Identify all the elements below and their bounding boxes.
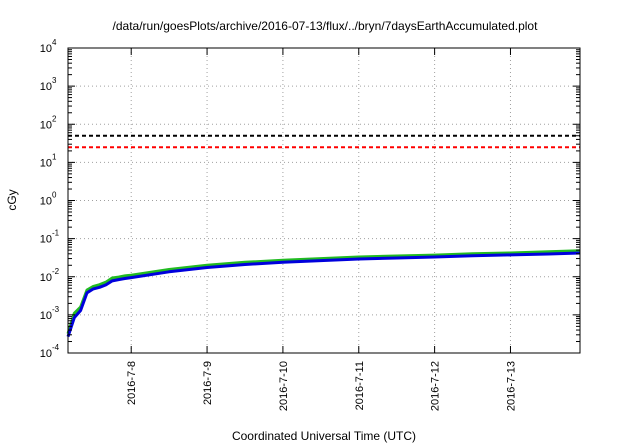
grid-layer [68, 47, 580, 354]
y-tick-exponent: -4 [52, 343, 60, 352]
x-tick-label: 2016-7-9 [202, 361, 214, 405]
series-line [66, 251, 581, 338]
x-tick-label: 2016-7-13 [505, 361, 517, 411]
y-tick-label: 10 [40, 157, 52, 169]
x-tick-label: 2016-7-8 [126, 361, 138, 405]
y-tick-label: 10 [40, 310, 52, 322]
threshold-layer [68, 134, 580, 149]
y-tick-label: 10 [40, 272, 52, 284]
y-tick-exponent: 3 [52, 76, 57, 85]
y-tick-exponent: 2 [52, 114, 57, 123]
y-tick-label: 10 [40, 234, 52, 246]
y-tick-label: 10 [40, 196, 52, 208]
y-tick-label: 10 [40, 43, 52, 55]
y-tick-exponent: 4 [52, 38, 57, 47]
x-axis-label: Coordinated Universal Time (UTC) [232, 429, 416, 443]
x-tick-label: 2016-7-12 [430, 361, 442, 411]
y-tick-label: 10 [40, 119, 52, 131]
y-tick-exponent: 0 [52, 191, 57, 200]
y-tick-label: 10 [40, 81, 52, 93]
series-layer [66, 249, 581, 338]
chart-title: /data/run/goesPlots/archive/2016-07-13/f… [113, 19, 539, 33]
y-tick-exponent: -1 [52, 229, 60, 238]
series-line [66, 249, 581, 335]
y-tick-exponent: -2 [52, 267, 60, 276]
x-tick-label: 2016-7-10 [278, 361, 290, 411]
y-tick-exponent: -3 [52, 305, 60, 314]
x-tick-label: 2016-7-11 [354, 361, 366, 410]
y-tick-label: 10 [40, 348, 52, 360]
y-axis-label: cGy [5, 189, 19, 210]
y-tick-exponent: 1 [52, 152, 57, 161]
